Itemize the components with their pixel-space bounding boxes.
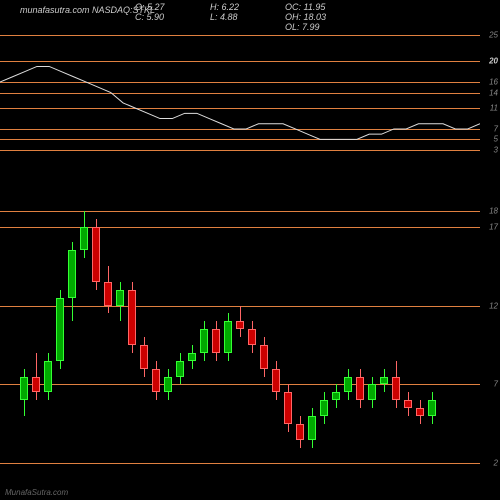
candle-body [308,416,316,440]
axis-label: 5 [494,135,498,144]
candle-body [92,227,100,282]
high-value: H: 6.22 [210,2,255,12]
candle-body [104,282,112,306]
axis-label: 7 [494,124,498,133]
candle-body [56,298,64,361]
candle-body [212,329,220,353]
candle-body [404,400,412,408]
candle-body [32,377,40,393]
candle-body [80,227,88,251]
candle-body [248,329,256,345]
top-y-axis: 35 7 11 1416 20 25 [480,30,500,155]
candle-body [140,345,148,369]
axis-label: 25 [489,31,498,40]
candle-body [152,369,160,393]
candle-body [68,250,76,297]
candle-body [356,377,364,401]
axis-label: 18 [489,206,498,215]
candle-body [128,290,136,345]
ol-value: OL: 7.99 [285,22,330,32]
close-value: C: 5.90 [135,12,180,22]
candle-body [296,424,304,440]
grid-line [0,211,480,212]
candle-body [392,377,400,401]
candle-body [44,361,52,393]
oc-value: OC: 11.95 [285,2,330,12]
grid-line [0,463,480,464]
candle-body [380,377,388,385]
axis-label: 17 [489,222,498,231]
axis-label: 7 [494,380,498,389]
indicator-panel [0,30,480,155]
candle-body [260,345,268,369]
candle-body [224,321,232,353]
candle-body [200,329,208,353]
chart-header: munafasutra.com NASDAQ:STKL O: 5.27 H: 6… [5,2,495,32]
ohlc-block: O: 5.27 H: 6.22 OC: 11.95 C: 5.90 L: 4.8… [135,2,330,32]
low-value: L: 4.88 [210,12,255,22]
axis-label: 20 [489,57,498,66]
candle-body [188,353,196,361]
price-panel [0,195,480,495]
candle-body [20,377,28,401]
indicator-line [0,30,480,155]
candle-body [164,377,172,393]
axis-label: 14 [489,88,498,97]
axis-label: 16 [489,78,498,87]
grid-line [0,227,480,228]
axis-label: 3 [494,145,498,154]
open-value: O: 5.27 [135,2,180,12]
candle-body [272,369,280,393]
candle-body [236,321,244,329]
candle-body [284,392,292,424]
oh-value: OH: 18.03 [285,12,330,22]
candle-body [176,361,184,377]
axis-label: 12 [489,301,498,310]
axis-label: 11 [490,104,498,113]
watermark: MunafaSutra.com [5,488,68,497]
grid-line [0,384,480,385]
candle-body [368,384,376,400]
candle-body [332,392,340,400]
candle-body [320,400,328,416]
bottom-y-axis: 2 7 12 17 18 [480,195,500,495]
axis-label: 2 [494,459,498,468]
candle-body [116,290,124,306]
candle-body [344,377,352,393]
chart-container: munafasutra.com NASDAQ:STKL O: 5.27 H: 6… [0,0,500,500]
candle-body [428,400,436,416]
candle-body [416,408,424,416]
